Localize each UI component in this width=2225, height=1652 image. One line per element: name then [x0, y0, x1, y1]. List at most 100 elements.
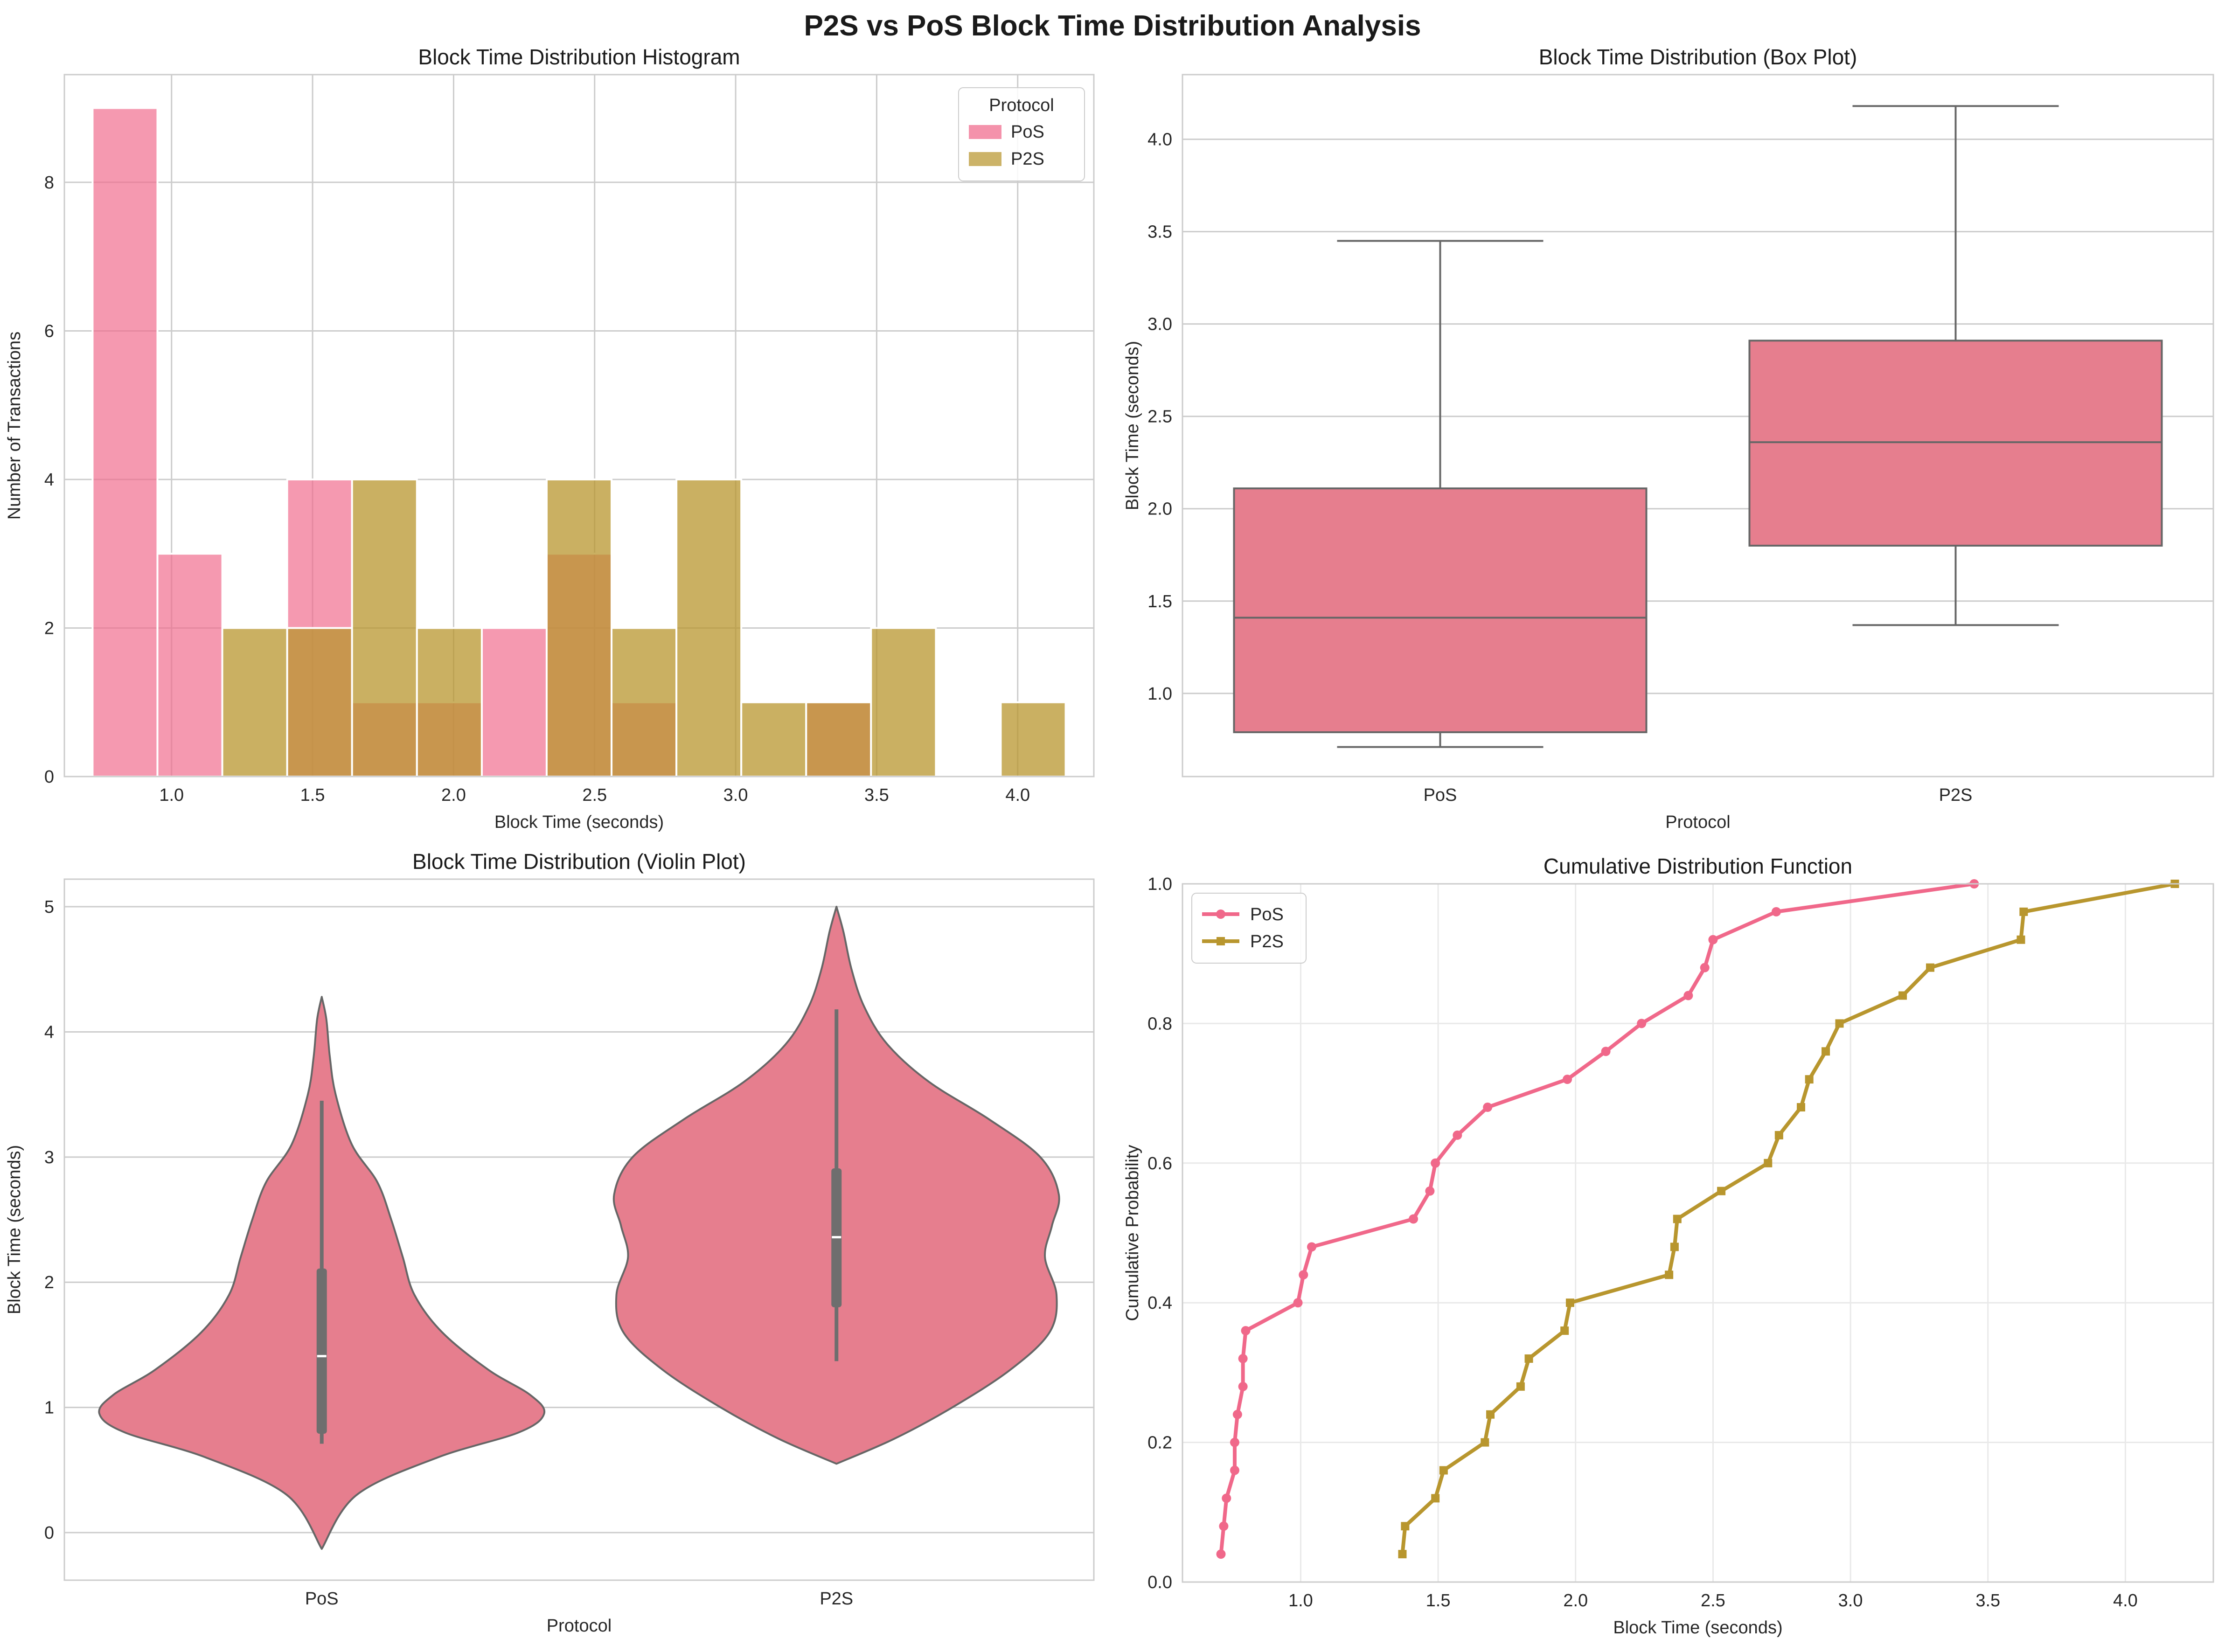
x-axis-label: Block Time (seconds) [494, 812, 664, 832]
y-axis-label: Cumulative Probability [1123, 1145, 1142, 1321]
y-axis-label: Block Time (seconds) [1123, 341, 1142, 510]
x-tick-label: 1.5 [1426, 1591, 1451, 1610]
figure-title: P2S vs PoS Block Time Distribution Analy… [804, 10, 1421, 42]
y-tick-label: 3.0 [1147, 315, 1172, 334]
histogram-bar-p2s [611, 627, 678, 777]
legend-swatch-pos [969, 125, 1001, 139]
cdf-point-p2s [1898, 991, 1907, 1000]
histogram-bar-p2s [870, 627, 937, 777]
x-tick-label: 1.0 [1288, 1591, 1313, 1610]
x-tick-label: 3.5 [1975, 1591, 2000, 1610]
x-tick-label: PoS [305, 1589, 339, 1609]
axes-frame [1182, 883, 2214, 1583]
legend-marker-pos [1216, 909, 1225, 919]
cdf-point-p2s [1670, 1242, 1679, 1251]
y-tick-label: 5 [44, 897, 54, 917]
y-tick-label: 0.8 [1147, 1014, 1172, 1034]
x-tick-label: 2.5 [582, 785, 607, 805]
violin-iqr-bar [316, 1268, 327, 1434]
legend-box [1191, 893, 1307, 964]
y-axis-label: Number of Transactions [5, 332, 24, 520]
y-tick-label: 0.6 [1147, 1154, 1172, 1173]
x-tick-label: 2.5 [1701, 1591, 1725, 1610]
x-tick-label: P2S [1939, 785, 1973, 805]
cdf-point-pos [1219, 1521, 1229, 1531]
histogram-bar-pos [156, 553, 223, 777]
histogram-bar-p2s [675, 478, 743, 778]
y-tick-label: 0 [44, 767, 54, 787]
x-tick-label: 4.0 [2113, 1591, 2138, 1610]
histogram-bar-p2s [221, 627, 288, 777]
y-tick-label: 2.0 [1147, 500, 1172, 519]
box-plot-panel: Block Time Distribution (Box Plot) Protoc… [1123, 45, 2214, 832]
box-pos [1233, 487, 1648, 733]
cdf-point-p2s [1774, 1131, 1783, 1139]
x-tick-label: 4.0 [1005, 785, 1030, 805]
x-tick-label: 3.5 [864, 785, 889, 805]
cdf-point-p2s [2019, 907, 2028, 916]
y-axis-label: Block Time (seconds) [5, 1145, 24, 1314]
y-tick-label: 4 [44, 1022, 54, 1042]
x-tick-label: 1.5 [300, 785, 325, 805]
cdf-point-p2s [1835, 1019, 1844, 1028]
y-tick-label: 0.4 [1147, 1293, 1172, 1313]
cdf-point-p2s [1926, 963, 1934, 972]
cdf-point-pos [1425, 1186, 1435, 1196]
x-tick-label: 2.0 [1563, 1591, 1588, 1610]
cdf-point-p2s [1797, 1103, 1805, 1112]
y-tick-label: 1 [44, 1398, 54, 1418]
y-tick-label: 2.5 [1147, 407, 1172, 427]
cdf-point-p2s [1439, 1466, 1448, 1475]
y-tick-label: 1.0 [1147, 684, 1172, 704]
y-tick-label: 1.5 [1147, 592, 1172, 611]
histogram-panel: Block Time Distribution Histogram Block T… [5, 45, 1095, 832]
panel-title: Block Time Distribution (Box Plot) [1539, 45, 1857, 69]
x-tick-label: P2S [820, 1589, 853, 1609]
y-tick-label: 1.0 [1147, 875, 1172, 894]
cdf-point-pos [1293, 1298, 1303, 1308]
y-tick-label: 2 [44, 1273, 54, 1292]
cdf-point-p2s [1516, 1382, 1525, 1391]
panel-title: Block Time Distribution Histogram [418, 45, 740, 69]
cdf-point-pos [1222, 1493, 1231, 1503]
histogram-bar-pos [480, 627, 548, 777]
cdf-point-pos [1238, 1354, 1248, 1363]
panel-title: Cumulative Distribution Function [1544, 854, 1852, 878]
histogram-bar-p2s [351, 478, 418, 778]
x-axis-label: Protocol [547, 1616, 612, 1636]
histogram-bar-p2s [545, 478, 613, 778]
cdf-point-pos [1230, 1437, 1239, 1447]
legend-title: Protocol [989, 96, 1054, 115]
y-tick-label: 2 [44, 618, 54, 638]
cdf-point-pos [1637, 1019, 1647, 1028]
histogram-bar-p2s [805, 701, 872, 777]
cdf-point-pos [1238, 1381, 1248, 1391]
y-tick-label: 4.0 [1147, 130, 1172, 150]
cdf-point-pos [1230, 1465, 1239, 1475]
legend-label-p2s: P2S [1250, 932, 1284, 951]
cdf-point-p2s [1560, 1326, 1569, 1335]
axes-frame [63, 74, 1095, 777]
cdf-point-p2s [1673, 1215, 1682, 1223]
cdf-point-p2s [1665, 1270, 1674, 1279]
cdf-point-pos [1700, 963, 1710, 972]
cdf-point-p2s [1565, 1298, 1574, 1307]
cdf-point-p2s [1481, 1438, 1489, 1447]
y-tick-label: 3 [44, 1148, 54, 1167]
cdf-point-pos [1563, 1075, 1572, 1084]
histogram-bar-p2s [1000, 701, 1067, 777]
violin-plot-panel: Block Time Distribution (Violin Plot) Pro… [5, 849, 1095, 1636]
y-tick-label: 0.0 [1147, 1573, 1172, 1592]
legend-label-pos: PoS [1011, 122, 1044, 142]
legend-swatch-p2s [969, 152, 1001, 166]
x-tick-label: 2.0 [441, 785, 466, 805]
x-tick-label: 1.0 [159, 785, 184, 805]
histogram-bar-p2s [286, 627, 353, 777]
panel-title: Block Time Distribution (Violin Plot) [412, 849, 746, 874]
cdf-point-p2s [1764, 1159, 1773, 1167]
cdf-point-pos [1232, 1409, 1242, 1419]
cdf-point-pos [1483, 1103, 1493, 1112]
cdf-point-p2s [1822, 1047, 1830, 1056]
y-tick-label: 3.5 [1147, 222, 1172, 242]
